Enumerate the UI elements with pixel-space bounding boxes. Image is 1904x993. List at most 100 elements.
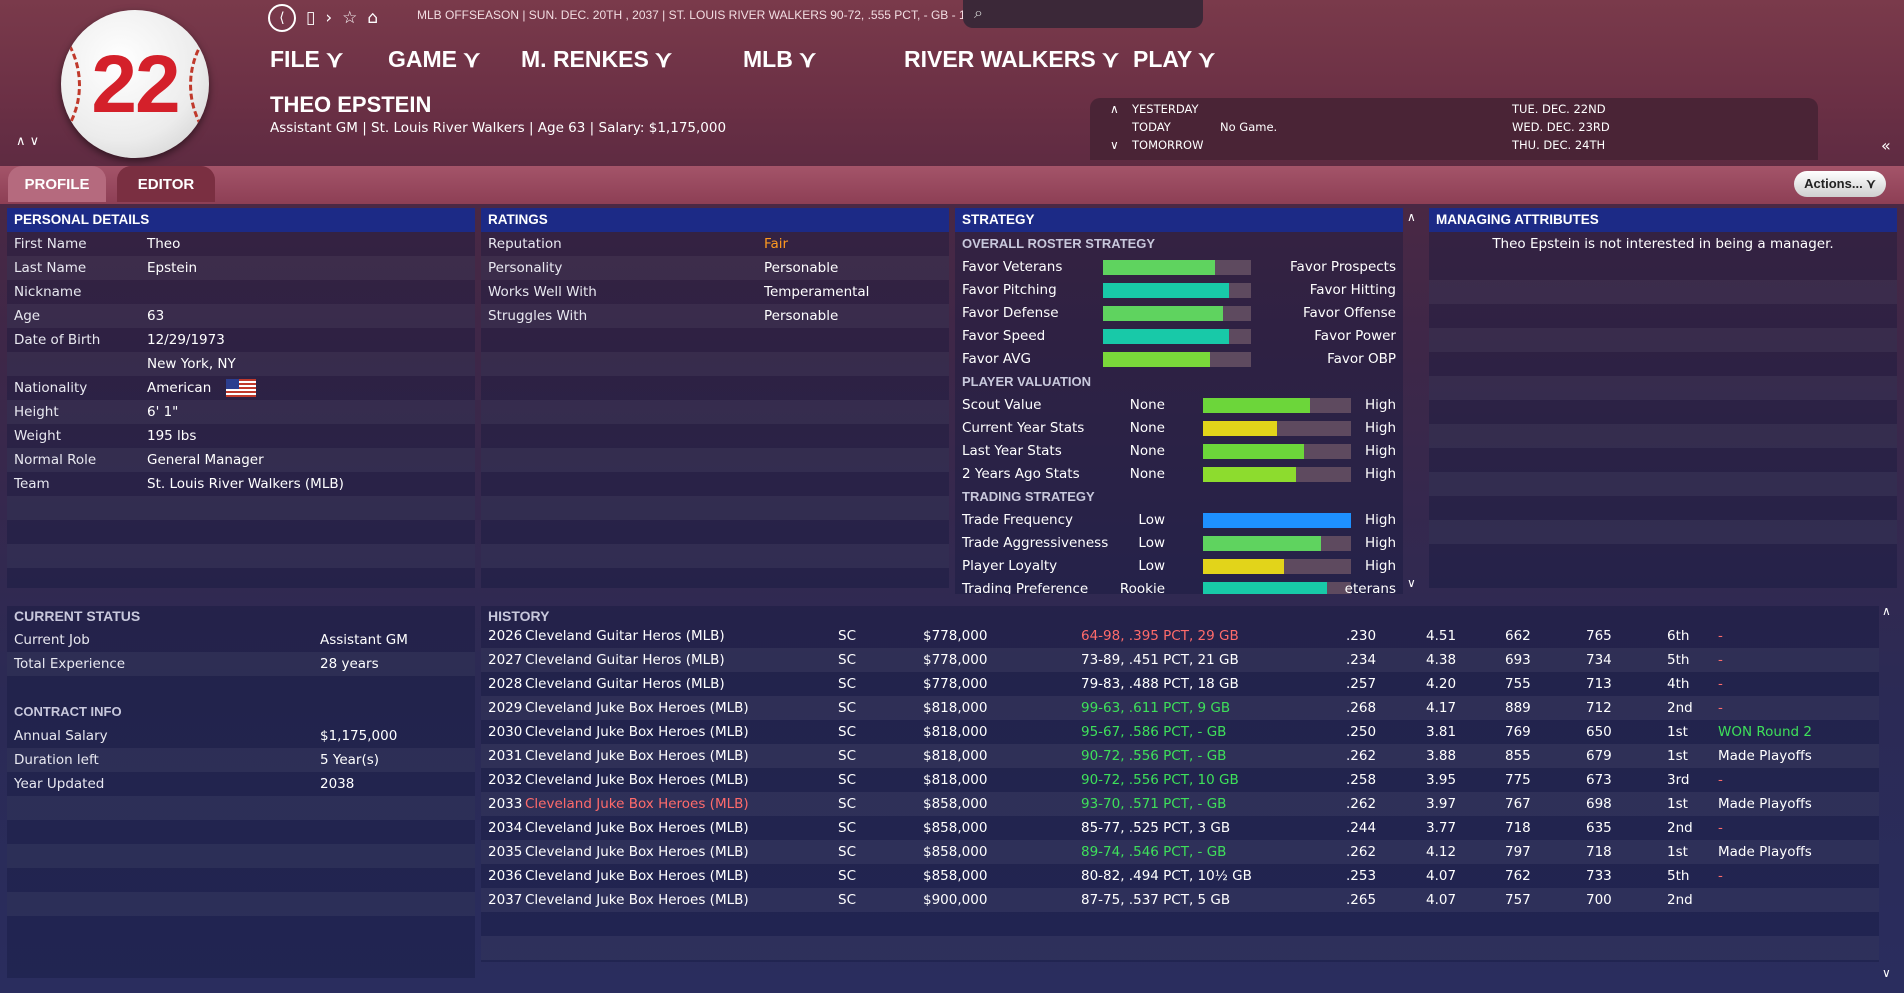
history-team[interactable]: Cleveland Guitar Heros (MLB) — [525, 652, 725, 668]
history-team[interactable]: Cleveland Juke Box Heroes (MLB) — [525, 700, 749, 716]
history-team[interactable]: Cleveland Guitar Heros (MLB) — [525, 628, 725, 644]
history-runs-scored: 855 — [1505, 748, 1531, 764]
row-stripe — [7, 448, 475, 472]
history-salary: $818,000 — [923, 772, 988, 788]
trading-strategy-heading: TRADING STRATEGY — [962, 489, 1095, 504]
history-runs-allowed: 673 — [1586, 772, 1612, 788]
history-runs-allowed: 713 — [1586, 676, 1612, 692]
tab-profile[interactable]: PROFILE — [8, 166, 106, 202]
history-team[interactable]: Cleveland Juke Box Heroes (MLB) — [525, 820, 749, 836]
detail-label: First Name — [14, 236, 87, 252]
history-team[interactable]: Cleveland Guitar Heros (MLB) — [525, 676, 725, 692]
history-scroll-up-icon[interactable]: ∧ — [1882, 604, 1891, 618]
history-scroll-down-icon[interactable]: ∨ — [1882, 966, 1891, 980]
tab-editor[interactable]: EDITOR — [117, 166, 215, 202]
bookmark-icon[interactable]: ▯ — [306, 8, 316, 28]
history-year: 2036 — [488, 868, 523, 884]
history-position: 1st — [1667, 844, 1688, 860]
history-team[interactable]: Cleveland Juke Box Heroes (MLB) — [525, 772, 749, 788]
history-runs-allowed: 700 — [1586, 892, 1612, 908]
history-note: - — [1718, 652, 1723, 668]
row-stripe — [7, 352, 475, 376]
history-row: 2030 Cleveland Juke Box Heroes (MLB) SC $81… — [481, 720, 1879, 744]
history-avg: .230 — [1346, 628, 1377, 644]
history-role: SC — [838, 676, 856, 692]
schedule-up-icon[interactable]: ∧ — [1110, 102, 1119, 116]
history-note: - — [1718, 868, 1723, 884]
history-record: 85-77, .525 PCT, 3 GB — [1081, 820, 1231, 836]
menu-team[interactable]: RIVER WALKERS ⋎ — [904, 46, 1119, 72]
history-team[interactable]: Cleveland Juke Box Heroes (MLB) — [525, 796, 749, 812]
search-icon[interactable]: ⌕ — [974, 3, 983, 22]
history-runs-allowed: 635 — [1586, 820, 1612, 836]
forward-icon[interactable]: › — [325, 8, 333, 28]
home-icon[interactable]: ⌂ — [367, 8, 379, 28]
contract-label: Year Updated — [14, 776, 105, 792]
menu-manager[interactable]: M. RENKES ⋎ — [521, 46, 673, 72]
menu-game[interactable]: GAME ⋎ — [388, 46, 481, 72]
detail-value[interactable]: St. Louis River Walkers (MLB) — [147, 476, 344, 492]
history-team[interactable]: Cleveland Juke Box Heroes (MLB) — [525, 724, 749, 740]
menu-file[interactable]: FILE ⋎ — [270, 46, 344, 72]
header: 22 ∧ ∨ ⟨ ▯ › ☆ ⌂ MLB OFFSEASON | SUN. DE… — [0, 0, 1904, 168]
strategy-slider[interactable] — [1103, 352, 1251, 367]
history-record: 79-83, .488 PCT, 18 GB — [1081, 676, 1239, 692]
strategy-scroll-up-icon[interactable]: ∧ — [1407, 210, 1416, 224]
menu-play[interactable]: PLAY ⋎ — [1133, 46, 1216, 72]
star-icon[interactable]: ☆ — [342, 8, 358, 28]
strategy-label: Scout Value — [962, 397, 1042, 413]
history-team[interactable]: Cleveland Juke Box Heroes (MLB) — [525, 844, 749, 860]
strategy-slider[interactable] — [1203, 398, 1351, 413]
strategy-slider[interactable] — [1103, 306, 1251, 321]
collapse-icon[interactable]: « — [1881, 136, 1891, 155]
detail-value: American — [147, 380, 212, 396]
strategy-slider[interactable] — [1203, 559, 1351, 574]
strategy-high-label: High — [1364, 558, 1396, 574]
history-team[interactable]: Cleveland Juke Box Heroes (MLB) — [525, 868, 749, 884]
personal-details-panel: PERSONAL DETAILS First Name Theo Last Name… — [7, 208, 475, 588]
history-runs-allowed: 650 — [1586, 724, 1612, 740]
history-row: 2036 Cleveland Juke Box Heroes (MLB) SC $85… — [481, 864, 1879, 888]
history-salary: $858,000 — [923, 796, 988, 812]
strategy-high-label: High — [1364, 443, 1396, 459]
strategy-slider[interactable] — [1203, 467, 1351, 482]
history-role: SC — [838, 748, 856, 764]
search-bar[interactable]: ⌕ — [963, 0, 1203, 28]
history-row: 2037 Cleveland Juke Box Heroes (MLB) SC $90… — [481, 888, 1879, 912]
history-role: SC — [838, 724, 856, 740]
history-team[interactable]: Cleveland Juke Box Heroes (MLB) — [525, 748, 749, 764]
strategy-slider-fill — [1203, 467, 1297, 482]
detail-value: General Manager — [147, 452, 264, 468]
row-stripe — [7, 400, 475, 424]
strategy-scroll-down-icon[interactable]: ∨ — [1407, 576, 1416, 590]
history-title: HISTORY — [488, 608, 550, 624]
detail-value: 6' 1" — [147, 404, 179, 420]
history-year: 2032 — [488, 772, 523, 788]
history-team[interactable]: Cleveland Juke Box Heroes (MLB) — [525, 892, 749, 908]
actions-button[interactable]: Actions... ⋎ — [1794, 171, 1886, 197]
history-salary: $858,000 — [923, 820, 988, 836]
history-record: 90-72, .556 PCT, 10 GB — [1081, 772, 1239, 788]
strategy-slider[interactable] — [1103, 283, 1251, 298]
strategy-low-label: Low — [1138, 535, 1165, 551]
strategy-slider[interactable] — [1203, 513, 1351, 528]
strategy-slider[interactable] — [1203, 421, 1351, 436]
strategy-slider[interactable] — [1203, 582, 1351, 594]
strategy-slider-fill — [1103, 283, 1229, 298]
history-avg: .258 — [1346, 772, 1377, 788]
strategy-slider[interactable] — [1103, 260, 1251, 275]
row-stripe — [7, 844, 475, 868]
schedule-down-icon[interactable]: ∨ — [1110, 138, 1119, 152]
menu-mlb[interactable]: MLB ⋎ — [743, 46, 817, 72]
history-era: 4.20 — [1426, 676, 1457, 692]
history-role: SC — [838, 844, 856, 860]
history-position: 1st — [1667, 724, 1688, 740]
strategy-slider[interactable] — [1203, 444, 1351, 459]
history-year: 2028 — [488, 676, 523, 692]
strategy-slider[interactable] — [1103, 329, 1251, 344]
history-position: 2nd — [1667, 892, 1693, 908]
strategy-slider[interactable] — [1203, 536, 1351, 551]
up-down-arrows-icon[interactable]: ∧ ∨ — [16, 134, 40, 149]
back-icon[interactable]: ⟨ — [268, 4, 296, 32]
history-era: 3.81 — [1426, 724, 1457, 740]
